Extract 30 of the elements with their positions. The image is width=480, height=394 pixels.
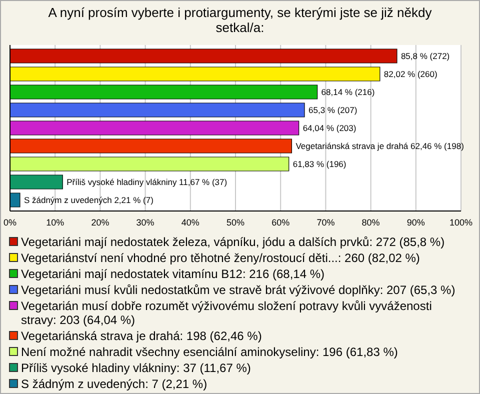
x-tick-label: 70% xyxy=(316,217,335,228)
x-tick-label: 40% xyxy=(181,217,200,228)
legend-label: Vegetariánská strava je drahá: 198 (62,46 %) xyxy=(21,329,262,343)
x-tick-label: 100% xyxy=(449,217,473,228)
data-label: 68,14 % (216) xyxy=(321,86,375,97)
data-label: 82,02 % (260) xyxy=(384,68,438,79)
data-label: 61,83 % (196) xyxy=(292,158,346,169)
data-label: S žádným z uvedených 2,21 % (7) xyxy=(24,194,154,205)
x-tick-label: 60% xyxy=(272,217,290,228)
x-tick-label: 10% xyxy=(46,217,64,228)
legend-label: Vegetariáni mají nedostatek železa, vápníku, jódu a dalších prvků: 272 (85,8 %) xyxy=(21,235,445,249)
chart-title: A nyní prosím vyberte i protiargumenty, se kterými jste se již někdy setkal/a: xyxy=(47,4,433,37)
data-label: 65,3 % (207) xyxy=(308,104,358,115)
data-label: Příliš vysoké hladiny vlákniny 11,67 % (37) xyxy=(66,176,228,187)
x-tick-label: 50% xyxy=(226,217,245,228)
x-tick-label: 0% xyxy=(3,217,17,228)
legend-label: S žádným z uvedených: 7 (2,21 %) xyxy=(21,377,208,391)
legend-label: Příliš vysoké hladiny vlákniny: 37 (11,67 %) xyxy=(21,361,251,375)
legend-label: Vegetarián musí dobře rozumět výživovému složení potravy kvůli vyváženosti stravy: 203 (64,04 %) xyxy=(21,299,433,327)
data-label: Vegetariánská strava je drahá 62,46 % (198) xyxy=(296,140,464,151)
x-tick-label: 80% xyxy=(362,217,380,228)
legend-label: Vegetariáni mají nedostatek vitamínu B12: 216 (68,14 %) xyxy=(21,267,325,281)
legend-label: Vegetariánství není vhodné pro těhotné ženy/rostoucí děti...: 260 (82,02 %) xyxy=(21,251,420,265)
data-label: 64,04 % (203) xyxy=(302,122,356,133)
x-tick-label: 20% xyxy=(91,217,110,228)
x-tick-label: 30% xyxy=(136,217,154,228)
data-label: 85,8 % (272) xyxy=(400,50,450,61)
legend-label: Vegetariáni musí kvůli nedostatkům ve stravě brát výživové doplňky: 207 (65,3 %) xyxy=(21,283,456,297)
x-tick-label: 90% xyxy=(406,217,425,228)
legend-label: Není možné nahradit všechny esenciální aminokyseliny: 196 (61,83 %) xyxy=(21,345,398,359)
